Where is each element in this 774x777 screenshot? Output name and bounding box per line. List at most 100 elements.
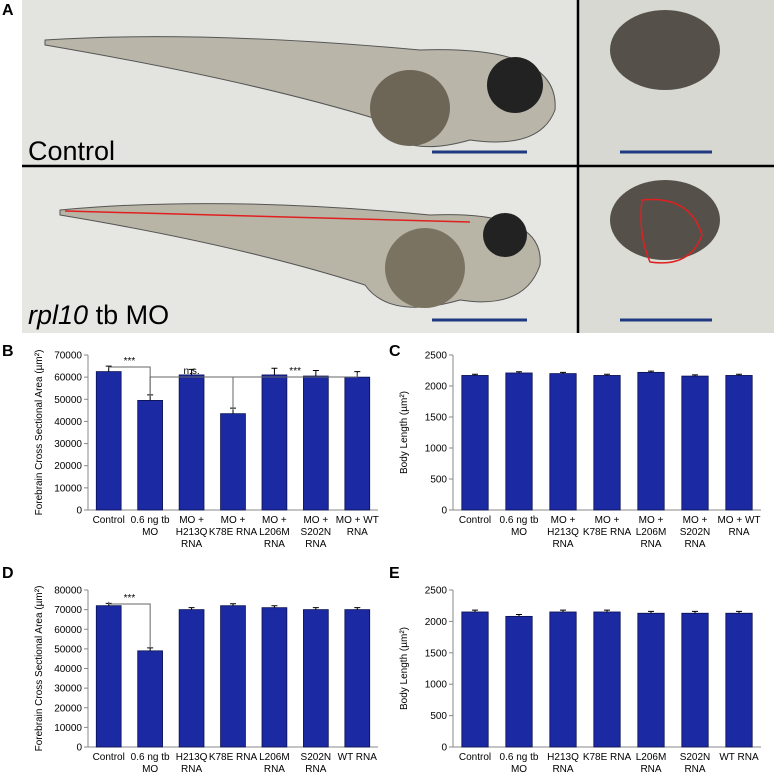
- bar: [725, 375, 753, 511]
- error-bar: [271, 605, 278, 608]
- head: [610, 10, 720, 90]
- y-axis-label: Forebrain Cross Sectional Area (µm²): [34, 586, 45, 752]
- y-tick-label: 20000: [54, 703, 82, 714]
- chart: Body Length (µm²) 0 500 1000 1500 2000 2500: [399, 351, 761, 517]
- bar: [137, 650, 163, 748]
- x-tick-label: L206M RNA: [259, 752, 290, 775]
- bar: [137, 399, 163, 511]
- y-tick-label: 0: [441, 743, 447, 754]
- error-bar: [472, 373, 478, 376]
- bar: [725, 612, 753, 748]
- bar: [681, 375, 709, 511]
- bar: [593, 611, 621, 748]
- panel-letter: E: [389, 565, 400, 582]
- error-bar: [188, 368, 195, 375]
- bar: [461, 375, 489, 511]
- error-bar: [312, 370, 319, 377]
- condition: tb MO: [96, 300, 170, 330]
- x-tick-label: K78E RNA: [582, 752, 632, 763]
- x-tick-label: K78E RNA: [208, 752, 258, 763]
- eye: [483, 213, 527, 257]
- x-tick-label: H213Q RNA: [175, 752, 208, 775]
- error-bar: [147, 647, 154, 651]
- x-tick-label: Control: [458, 515, 492, 526]
- x-tick-label: MO + S202N RNA: [679, 515, 711, 550]
- error-bar: [516, 613, 522, 617]
- yolk: [385, 228, 465, 308]
- y-tick-label: 1500: [425, 413, 448, 424]
- bar: [220, 413, 246, 511]
- y-tick-label: 0: [441, 506, 447, 517]
- significance-label: ***: [124, 356, 136, 367]
- y-tick-label: 500: [430, 475, 447, 486]
- chart: Body Length (µm²) 0 500 1000 1500 2000 2500: [399, 586, 761, 754]
- significance-label: ***: [124, 593, 136, 604]
- significance-bracket: [232, 373, 358, 410]
- chart: Forebrain Cross Sectional Area (µm²) 0 100…: [34, 350, 378, 517]
- error-bar: [604, 609, 610, 612]
- panel-letter: A: [2, 2, 14, 19]
- y-tick-label: 80000: [54, 586, 82, 597]
- error-bar: [648, 610, 654, 614]
- bar: [303, 375, 329, 511]
- error-bar: [604, 373, 610, 376]
- y-tick-label: 60000: [54, 373, 82, 384]
- x-tick-label: MO + L206M RNA: [259, 515, 290, 550]
- bar: [303, 609, 329, 748]
- x-tick-label: 0.6 ng tb MO: [499, 515, 539, 538]
- x-tick-label: MO + S202N RNA: [300, 515, 332, 550]
- x-tick-label: MO + WT RNA: [335, 515, 379, 538]
- x-tick-label: MO + H213Q RNA: [175, 515, 208, 550]
- significance-label: n.s.: [184, 366, 200, 377]
- bar: [95, 371, 122, 511]
- bar: [549, 373, 577, 511]
- y-tick-label: 40000: [54, 417, 82, 428]
- eye: [487, 57, 543, 113]
- error-bar: [736, 610, 742, 614]
- x-tick-label: 0.6 ng tb MO: [130, 515, 170, 538]
- y-tick-label: 10000: [54, 483, 82, 494]
- y-tick-label: 30000: [54, 439, 82, 450]
- gene-name: rpl10: [28, 300, 88, 330]
- y-tick-label: 50000: [54, 644, 82, 655]
- bar: [461, 611, 489, 748]
- panel-letter: B: [2, 343, 14, 360]
- y-tick-label: 500: [430, 711, 447, 722]
- error-bar: [692, 610, 698, 614]
- y-tick-label: 2500: [425, 586, 448, 597]
- panel-label: Control: [28, 136, 115, 166]
- error-bar: [230, 603, 236, 606]
- x-tick-label: 0.6 ng tb MO: [499, 752, 539, 775]
- error-bar: [648, 370, 654, 373]
- x-tick-label: MO + K78E RNA: [208, 515, 258, 538]
- x-tick-label: H213Q RNA: [547, 752, 579, 775]
- bar: [178, 609, 205, 748]
- chart: Forebrain Cross Sectional Area (µm²) 0 100…: [34, 586, 378, 754]
- x-tick-label: Control: [458, 752, 492, 763]
- significance-bracket: [108, 601, 151, 647]
- bar: [681, 612, 709, 748]
- error-bar: [354, 607, 361, 610]
- x-tick-label: Control: [92, 515, 125, 526]
- y-tick-label: 0: [76, 743, 82, 754]
- y-tick-label: 50000: [54, 395, 82, 406]
- bar: [261, 607, 288, 748]
- length-line: [64, 210, 471, 223]
- bar: [220, 605, 246, 748]
- y-tick-label: 2000: [425, 617, 448, 628]
- bar: [637, 371, 665, 511]
- bar: [344, 609, 371, 748]
- panel-letter: D: [2, 565, 14, 582]
- y-tick-label: 30000: [54, 684, 82, 695]
- y-tick-label: 70000: [54, 605, 82, 616]
- y-tick-label: 1000: [425, 444, 448, 455]
- bar: [95, 605, 122, 748]
- bar: [505, 615, 533, 748]
- significance-label: ***: [289, 366, 301, 377]
- x-tick-label: Control: [92, 752, 125, 763]
- x-tick-label: S202N RNA: [679, 752, 711, 775]
- bar: [261, 374, 288, 511]
- y-tick-label: 60000: [54, 625, 82, 636]
- y-tick-label: 70000: [54, 351, 82, 362]
- y-tick-label: 0: [76, 506, 82, 517]
